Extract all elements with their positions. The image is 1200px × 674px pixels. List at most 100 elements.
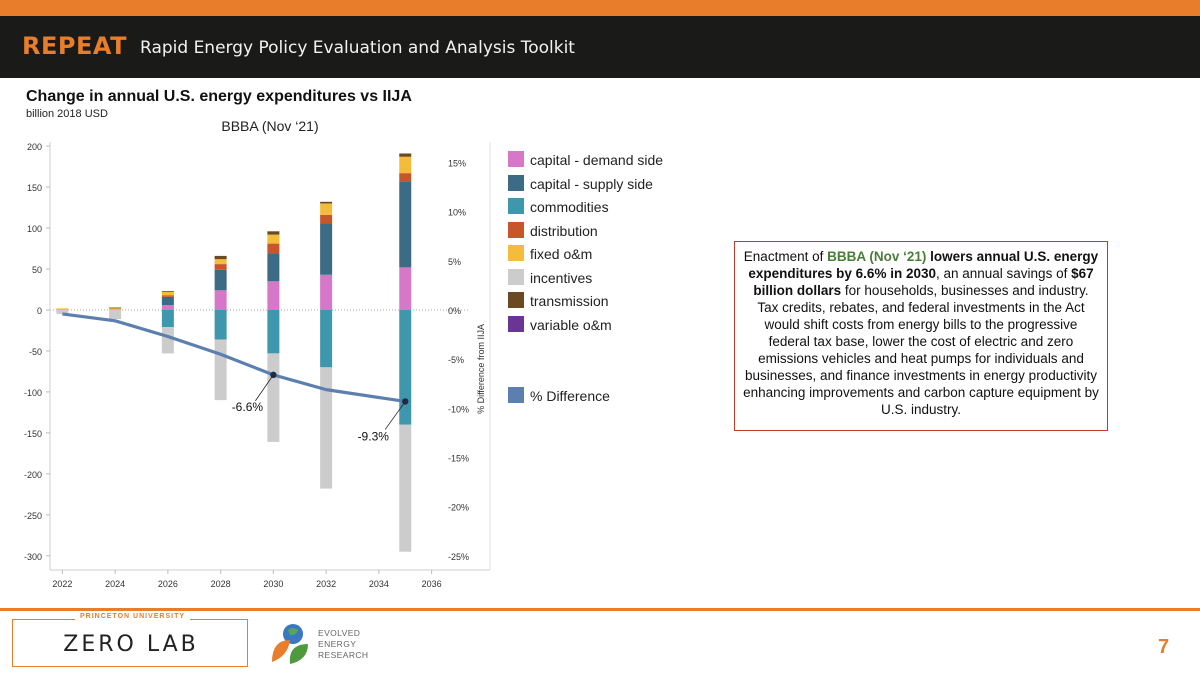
legend-swatch [508,221,524,238]
legend-label: capital - supply side [530,175,653,192]
y2-tick-label: 15% [448,158,466,168]
bar-segment [320,223,333,275]
legend-swatch [508,387,524,403]
bar-segment [267,253,280,282]
y2-tick-label: 10% [448,208,466,218]
bar-segment [267,231,280,235]
bar-segment [267,234,280,244]
y-tick-label: 200 [27,142,42,152]
brand-logo: REPEAT [22,32,127,60]
annotation-point [270,371,277,379]
bar-segment [320,274,333,310]
y2-tick-label: -10% [448,404,469,414]
annotation-point [402,398,409,405]
y2-tick-label: -25% [448,552,469,562]
annotation-label: -9.3% [358,429,390,443]
bar-segment [320,309,333,368]
legend-label: transmission [530,293,609,309]
legend-swatch [508,292,524,308]
legend-label: variable o&m [530,316,612,333]
bar-segment [399,153,412,157]
brand-subtitle: Rapid Energy Policy Evaluation and Analy… [140,38,575,58]
zero-lab-text: ZERO LAB [63,632,199,657]
y2-tick-label: 0% [448,306,461,316]
bar-segment [320,201,333,204]
bar-segment [214,259,227,265]
y2-tick-label: -20% [448,503,469,513]
legend-swatch [508,315,524,332]
bar-segment [399,173,412,182]
callout-box: Enactment of BBBA (Nov ‘21) lowers annua… [734,241,1108,431]
y-tick-label: -50 [29,347,42,357]
y-tick-label: 0 [37,306,42,316]
bars-layer [56,153,412,552]
bar-segment [267,309,280,354]
callout-text-1: Enactment of [743,249,828,264]
bar-segment [161,296,174,306]
y-tick-label: 50 [32,265,42,275]
x-tick-label: 2030 [263,579,283,589]
callout-text-2: , an annual savings of [935,266,1072,281]
x-tick-label: 2024 [105,579,125,589]
y2-tick-label: 5% [448,257,461,267]
x-tick-label: 2028 [211,579,231,589]
x-tick-label: 2026 [158,579,178,589]
bar-segment [109,307,122,309]
chart-series-title: BBBA (Nov ‘21) [221,118,319,134]
callout-savings: $67 billion dollars [753,266,1094,298]
callout-text-3: for households, businesses and industry.… [743,283,1099,417]
top-accent-bar [0,0,1200,16]
bar-segment [161,291,174,296]
y2-tick-label: -5% [448,355,464,365]
bar-segment [399,267,412,310]
bar-segment [109,308,122,310]
legend-label: % Difference [530,388,610,404]
bar-segment [161,295,174,297]
bar-segment [320,367,333,489]
bar-segment [161,309,174,328]
legend-swatch [508,268,524,285]
bar-segment [399,424,412,552]
x-tick-label: 2034 [369,579,389,589]
bar-segment [161,291,174,292]
bar-segment [214,290,227,310]
legend-swatch [508,245,524,261]
callout-policy-name: BBBA (Nov ‘21) [827,249,927,264]
evolved-energy-logo-icon [272,624,308,664]
legend-label: distribution [530,222,598,239]
legend-label: fixed o&m [530,246,593,262]
x-tick-label: 2036 [422,579,442,589]
annotation-label: -6.6% [232,400,264,414]
y2-axis-label: % Difference from IIJA [476,324,486,414]
footer-divider [0,608,1200,611]
callout-headline: lowers annual U.S. energy expenditures b… [748,249,1099,281]
y-tick-label: 150 [27,183,42,193]
bar-segment [399,181,412,268]
bar-segment [267,353,280,442]
bar-segment [161,305,174,310]
legend-label: incentives [530,269,593,286]
bar-segment [56,308,69,310]
y-tick-label: -200 [24,470,42,480]
bar-segment [399,309,412,425]
annotation-leader [384,401,406,430]
bar-segment [399,156,412,174]
stacked-bar-chart: -6.6% -9.3% 200 150 100 50 0 -50 -100 -150 -200 -2… [24,142,491,589]
bar-segment [214,264,227,270]
x-tick-label: 2032 [316,579,336,589]
y-tick-label: -150 [24,429,42,439]
bar-segment [267,281,280,310]
y-tick-label: -100 [24,388,42,398]
zero-lab-logo: PRINCETON UNIVERSITY ZERO LAB [12,613,248,667]
bar-segment [214,339,227,401]
evolved-energy-text: EVOLVED ENERGY RESEARCH [318,628,369,660]
percent-difference-line [62,312,406,404]
bar-segment [320,203,333,215]
page-number: 7 [1158,636,1170,658]
y2-tick-label: -15% [448,453,469,463]
annotation-leader [255,374,274,402]
legend-swatch [508,174,524,191]
axes-layer: 200 150 100 50 0 -50 -100 -150 -200 -250 -300 15% 10… [24,142,491,589]
chart-title: Change in annual U.S. energy expenditure… [26,88,412,105]
princeton-label: PRINCETON UNIVERSITY [75,613,191,620]
